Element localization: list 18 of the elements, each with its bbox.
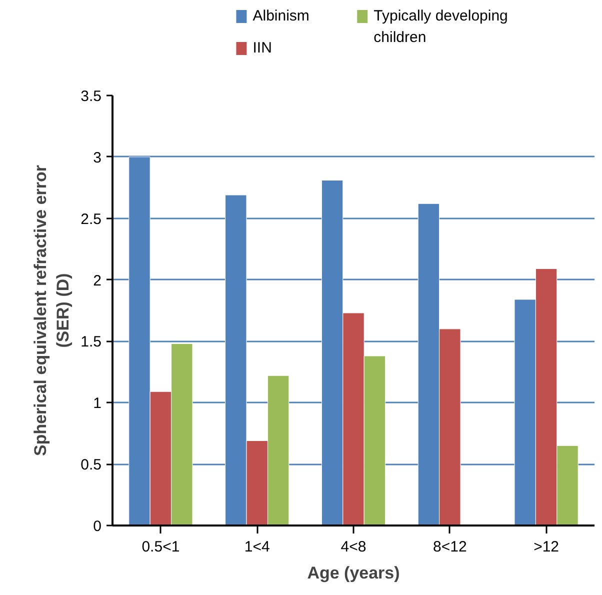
y-tick-label: 2 xyxy=(93,272,102,290)
y-tick-label: 0 xyxy=(93,518,102,535)
legend-label: Typically developing children xyxy=(374,8,508,46)
x-tick-label: 8<12 xyxy=(433,538,467,556)
y-tick-label: 0.5 xyxy=(80,456,102,474)
y-tick-label: 3.5 xyxy=(80,88,102,105)
y-tick-label: 3 xyxy=(93,149,102,166)
y-tick-label: 1 xyxy=(93,395,102,412)
y-tick-label: 1.5 xyxy=(80,334,102,351)
x-tick-label: 0.5<1 xyxy=(142,538,180,556)
legend-label: Albinism xyxy=(252,8,310,24)
y-tick-label: 2.5 xyxy=(80,210,102,228)
x-tick-label: >12 xyxy=(534,538,560,556)
x-tick-label: 1<4 xyxy=(244,538,270,556)
y-axis-title: Spherical equivalent refractive error (SER) (D) xyxy=(30,164,73,456)
x-tick-label: 4<8 xyxy=(340,538,366,556)
x-axis-title: Age (years) xyxy=(307,564,400,582)
legend-label: IIN xyxy=(252,40,272,56)
